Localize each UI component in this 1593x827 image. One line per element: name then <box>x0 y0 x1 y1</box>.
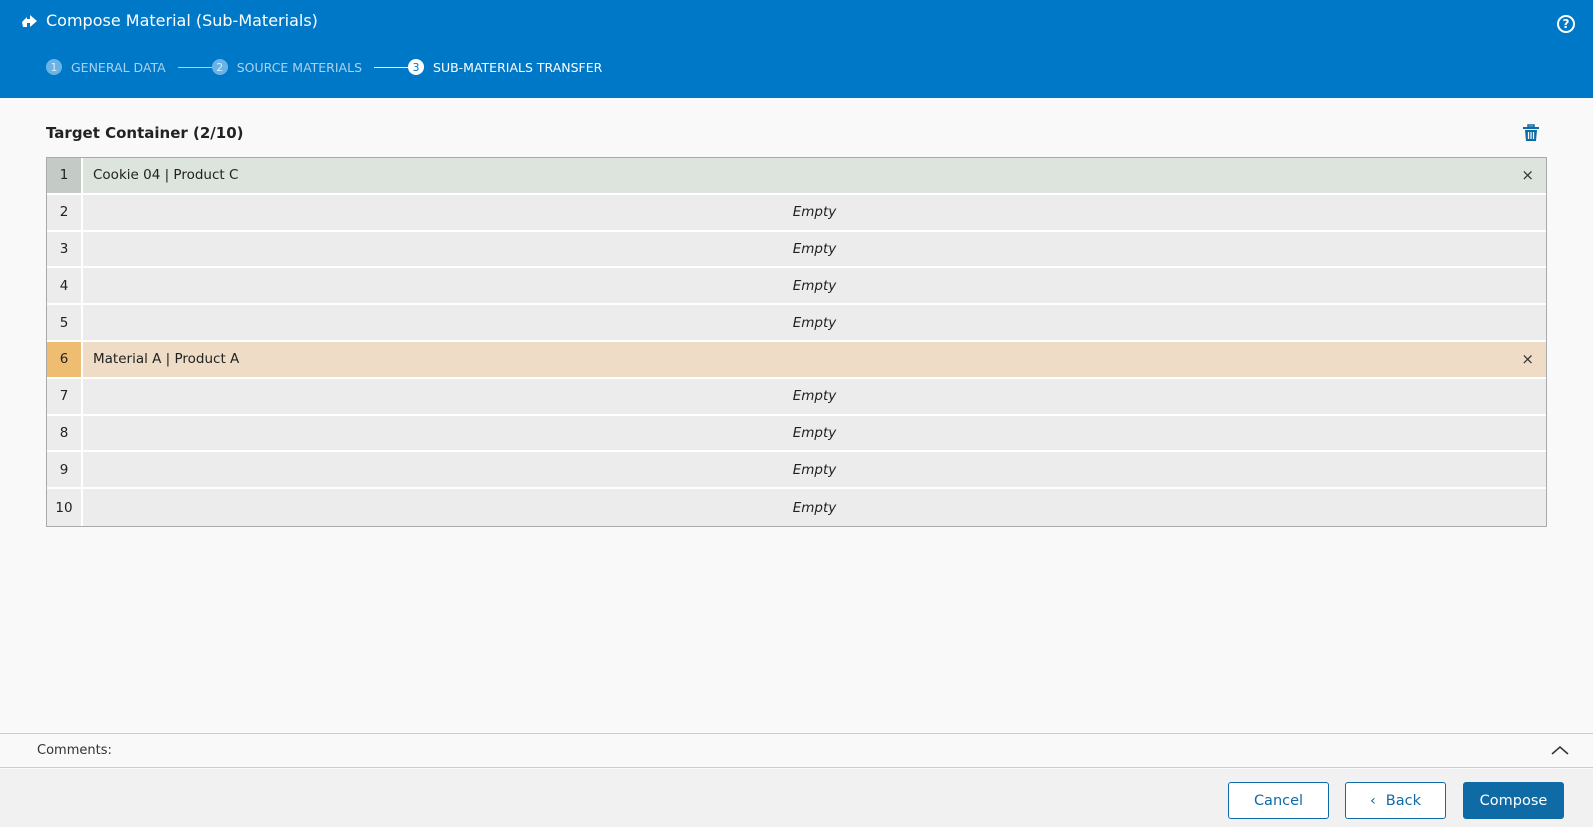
step-number: 1 <box>46 59 62 75</box>
step-label: SUB-MATERIALS TRANSFER <box>433 59 603 75</box>
slot-material: Cookie 04 | Product C <box>93 167 239 184</box>
slot-material: Material A | Product A <box>93 351 240 368</box>
slot-row[interactable]: 5 Empty <box>47 305 1546 342</box>
help-icon[interactable]: ? <box>1557 15 1575 33</box>
back-button[interactable]: ‹ Back <box>1345 782 1446 819</box>
slot-index: 5 <box>47 305 83 340</box>
slot-empty-label: Empty <box>792 499 837 516</box>
header-bar: Compose Material (Sub-Materials) ? 1 GENE… <box>0 0 1593 98</box>
remove-icon[interactable]: × <box>1521 166 1534 185</box>
slot-content: Empty <box>83 231 1546 267</box>
slot-row[interactable]: 6 Material A | Product A × <box>47 341 1546 379</box>
step-label: SOURCE MATERIALS <box>236 59 363 75</box>
step-number: 2 <box>211 59 228 75</box>
step-connector <box>374 66 409 68</box>
slot-index: 8 <box>47 415 83 451</box>
slot-content: Empty <box>83 489 1546 526</box>
slot-content: Empty <box>83 305 1546 340</box>
slot-index: 1 <box>47 158 83 193</box>
slot-index: 3 <box>47 231 83 267</box>
chevron-up-icon[interactable] <box>1551 744 1569 756</box>
slot-empty-label: Empty <box>792 388 837 405</box>
slot-index: 4 <box>47 268 83 304</box>
back-label: Back <box>1385 792 1421 809</box>
slot-row[interactable]: 7 Empty <box>47 378 1546 416</box>
slot-row[interactable]: 4 Empty <box>47 268 1546 306</box>
slot-empty-label: Empty <box>792 424 837 441</box>
slot-row[interactable]: 8 Empty <box>47 415 1546 453</box>
slot-content: Empty <box>83 194 1546 230</box>
slot-empty-label: Empty <box>792 204 837 221</box>
slot-empty-label: Empty <box>792 314 837 331</box>
slot-index: 10 <box>47 489 83 526</box>
compose-arrow-icon <box>22 14 37 27</box>
slot-content: Empty <box>83 415 1546 451</box>
wizard-steps: 1 GENERAL DATA 2 SOURCE MATERIALS 3 SUB-MAT… <box>46 59 602 75</box>
section-title: Target Container (2/10) <box>46 124 244 142</box>
step-sub-materials-transfer[interactable]: 3 SUB-MATERIALS TRANSFER <box>408 59 602 75</box>
slot-index: 9 <box>47 452 83 488</box>
slot-empty-label: Empty <box>792 277 837 294</box>
slot-content[interactable]: Material A | Product A × <box>83 341 1546 377</box>
slot-row[interactable]: 10 Empty <box>47 489 1546 526</box>
slot-index: 6 <box>47 341 83 377</box>
step-connector <box>177 66 212 68</box>
slot-row[interactable]: 9 Empty <box>47 452 1546 490</box>
trash-icon[interactable] <box>1522 124 1540 142</box>
slot-index: 2 <box>47 194 83 230</box>
slot-content[interactable]: Cookie 04 | Product C × <box>83 158 1546 193</box>
dialog-title-text: Compose Material (Sub-Materials) <box>46 11 318 30</box>
step-number: 3 <box>408 59 425 75</box>
step-label: GENERAL DATA <box>71 59 166 75</box>
slot-index: 7 <box>47 378 83 414</box>
cancel-button[interactable]: Cancel <box>1228 782 1329 819</box>
slot-row[interactable]: 3 Empty <box>47 231 1546 269</box>
comments-bar[interactable]: Comments: <box>0 733 1593 768</box>
footer: Cancel ‹ Back Compose <box>0 769 1593 827</box>
slot-row[interactable]: 2 Empty <box>47 194 1546 232</box>
slot-row[interactable]: 1 Cookie 04 | Product C × <box>47 158 1546 195</box>
remove-icon[interactable]: × <box>1521 350 1534 369</box>
target-container-table: 1 Cookie 04 | Product C × 2 Empty 3 Empty 4 … <box>46 157 1547 527</box>
step-source-materials[interactable]: 2 SOURCE MATERIALS <box>211 59 363 75</box>
slot-empty-label: Empty <box>792 461 837 478</box>
slot-content: Empty <box>83 378 1546 414</box>
compose-button[interactable]: Compose <box>1463 782 1564 819</box>
comments-label: Comments: <box>37 743 112 758</box>
slot-content: Empty <box>83 268 1546 304</box>
step-general-data[interactable]: 1 GENERAL DATA <box>46 59 166 75</box>
chevron-left-icon: ‹ <box>1369 792 1376 809</box>
slot-empty-label: Empty <box>792 240 837 257</box>
dialog-title: Compose Material (Sub-Materials) <box>20 11 318 30</box>
slot-content: Empty <box>83 452 1546 488</box>
